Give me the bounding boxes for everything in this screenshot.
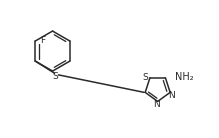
Text: S: S — [142, 73, 148, 82]
Text: S: S — [53, 72, 58, 81]
Text: F: F — [40, 36, 45, 45]
Text: NH₂: NH₂ — [175, 72, 193, 82]
Text: N: N — [153, 100, 160, 109]
Text: N: N — [168, 91, 175, 100]
